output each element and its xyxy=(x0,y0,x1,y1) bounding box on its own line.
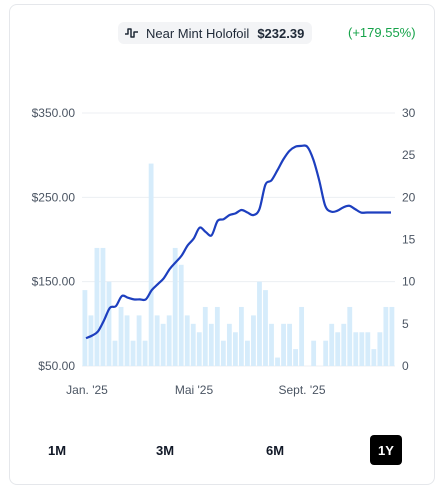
volume-bar xyxy=(82,290,88,366)
volume-bar xyxy=(88,315,94,366)
y-left-tick-label: $150.00 xyxy=(32,275,76,289)
volume-bar xyxy=(154,315,160,366)
x-tick-label: Jan. '25 xyxy=(66,383,108,397)
volume-bar xyxy=(160,323,166,366)
volume-bar xyxy=(359,332,365,366)
volume-bar xyxy=(269,323,274,366)
volume-bar xyxy=(341,323,347,366)
volume-bar xyxy=(281,323,286,366)
range-1y-button[interactable]: 1Y xyxy=(370,435,402,465)
volume-bar xyxy=(299,306,305,366)
volume-bar xyxy=(353,332,359,366)
volume-bar xyxy=(232,332,238,366)
volume-bar xyxy=(389,306,395,366)
volume-bar xyxy=(377,332,383,366)
volume-bar xyxy=(166,315,172,366)
y-right-tick-label: 25 xyxy=(402,148,416,162)
volume-bar xyxy=(196,332,202,366)
volume-bar xyxy=(275,357,280,366)
volume-bar xyxy=(112,340,118,366)
volume-bar xyxy=(184,315,190,366)
legend-label: Near Mint Holofoil xyxy=(146,25,250,41)
volume-bar xyxy=(100,247,106,366)
volume-bar xyxy=(202,306,208,366)
range-1m-button[interactable]: 1M xyxy=(40,435,74,465)
volume-bar xyxy=(245,340,250,366)
volume-bar xyxy=(239,306,244,366)
volume-bar xyxy=(94,247,100,366)
volume-bar xyxy=(263,290,268,366)
y-right-tick-label: 0 xyxy=(402,359,409,373)
y-right-tick-label: 20 xyxy=(402,190,416,204)
volume-bar xyxy=(293,349,298,366)
volume-bar xyxy=(335,332,341,366)
volume-bar xyxy=(130,340,136,366)
price-line xyxy=(85,144,391,340)
x-tick-label: Mai '25 xyxy=(175,383,214,397)
volume-bar xyxy=(323,340,329,366)
y-left-tick-label: $50.00 xyxy=(38,359,75,373)
y-right-tick-label: 15 xyxy=(402,233,416,247)
y-right-tick-label: 10 xyxy=(402,275,416,289)
y-right-tick-label: 30 xyxy=(402,106,416,120)
legend-change: (+179.55%) xyxy=(348,25,416,40)
y-left-tick-label: $350.00 xyxy=(32,106,76,120)
volume-bar xyxy=(136,315,142,366)
volume-bar xyxy=(365,332,371,366)
volume-bar xyxy=(124,315,130,366)
volume-bar xyxy=(214,306,220,366)
volume-bar xyxy=(190,323,196,366)
volume-bar xyxy=(118,306,124,366)
volume-bar xyxy=(347,306,353,366)
volume-bar xyxy=(178,264,184,366)
volume-bar xyxy=(172,247,178,366)
volume-bar xyxy=(220,340,226,366)
volume-bar xyxy=(106,281,112,366)
volume-bar xyxy=(383,306,389,366)
volume-bar xyxy=(142,340,148,366)
volume-bar xyxy=(311,340,317,366)
range-6m-button[interactable]: 6M xyxy=(258,435,292,465)
volume-bar xyxy=(287,323,292,366)
volume-bar xyxy=(257,281,262,366)
x-tick-label: Sept. '25 xyxy=(279,383,326,397)
volume-bar xyxy=(148,163,154,366)
price-volume-chart: $350.00 $250.00 $150.00 $50.00 30 25 20 15 10 5 0 J… xyxy=(32,106,416,397)
volume-bar xyxy=(226,323,232,366)
legend-series[interactable]: Near Mint Holofoil $232.39 xyxy=(118,22,313,44)
range-3m-button[interactable]: 3M xyxy=(148,435,182,465)
legend-price: $232.39 xyxy=(257,25,305,41)
volume-bar xyxy=(329,323,335,366)
volume-bar xyxy=(208,323,214,366)
y-left-tick-label: $250.00 xyxy=(32,190,76,204)
volume-bar xyxy=(371,349,377,366)
line-pulse-icon xyxy=(125,28,138,38)
volume-bar xyxy=(251,315,256,366)
y-right-tick-label: 5 xyxy=(402,317,409,331)
price-chart-card xyxy=(9,4,435,485)
